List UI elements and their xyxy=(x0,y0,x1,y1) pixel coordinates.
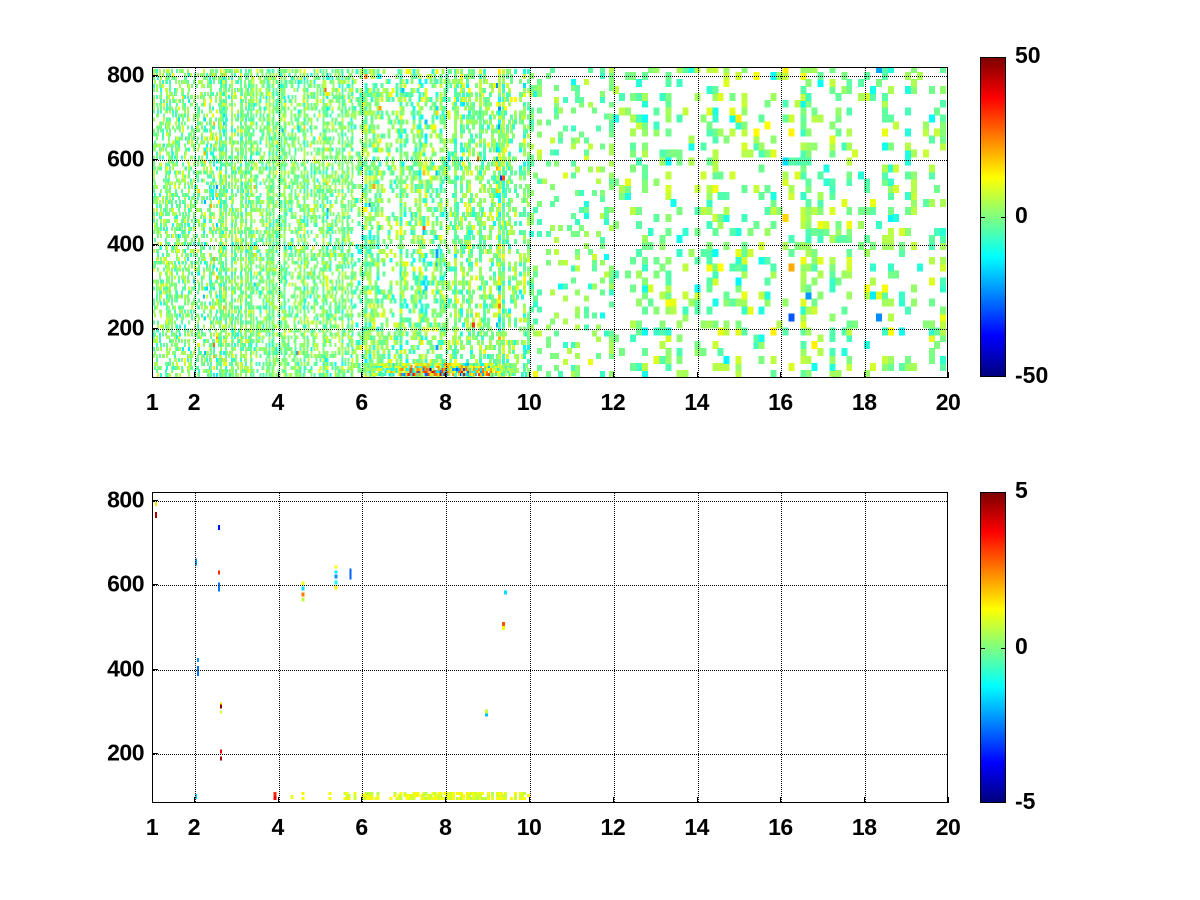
x-tick-mark xyxy=(152,372,153,378)
colorbar-tick-label: -50 xyxy=(1015,362,1049,388)
x-tick-mark xyxy=(780,372,782,378)
y-tick-label: 400 xyxy=(107,655,144,681)
x-tick-mark xyxy=(445,372,447,378)
x-tick-label: 12 xyxy=(600,814,626,840)
lower-spectrogram-axes xyxy=(152,492,948,803)
x-tick-mark xyxy=(864,372,866,378)
x-tick-mark xyxy=(948,797,949,803)
colorbar-tick-mark xyxy=(1001,647,1006,649)
x-tick-label: 18 xyxy=(851,814,877,840)
x-tick-label: 12 xyxy=(600,389,626,415)
colorbar-tick-label: 50 xyxy=(1015,42,1041,68)
colorbar-tick-label: -5 xyxy=(1015,788,1036,814)
x-tick-mark xyxy=(361,372,363,378)
x-tick-label: 14 xyxy=(684,389,709,415)
x-tick-mark xyxy=(780,797,782,803)
y-tick-mark xyxy=(152,75,158,77)
upper-heatmap-canvas xyxy=(153,68,947,377)
colorbar-tick-label: 0 xyxy=(1015,632,1028,659)
y-tick-label: 200 xyxy=(107,314,144,341)
x-tick-mark xyxy=(445,797,447,803)
colorbar-tick-mark xyxy=(1001,217,1006,218)
x-tick-mark xyxy=(193,797,195,803)
x-tick-label: 8 xyxy=(439,814,452,840)
x-tick-label: 8 xyxy=(439,389,452,415)
upper-spectrogram-axes xyxy=(152,67,948,378)
colorbar-tick-mark xyxy=(980,217,985,218)
x-tick-label: 2 xyxy=(187,389,201,415)
x-tick-mark xyxy=(277,372,279,378)
y-tick-mark xyxy=(152,243,158,245)
x-tick-mark xyxy=(193,372,195,378)
x-tick-mark xyxy=(864,797,866,803)
y-tick-mark xyxy=(152,668,158,670)
lower-heatmap-canvas xyxy=(153,493,947,802)
x-tick-label: 16 xyxy=(768,389,793,415)
y-tick-mark xyxy=(152,500,158,502)
x-tick-label: 10 xyxy=(516,814,542,840)
y-tick-label: 600 xyxy=(107,570,144,597)
x-tick-label: 20 xyxy=(935,389,961,415)
x-tick-mark xyxy=(696,372,698,378)
colorbar-tick-label: 5 xyxy=(1015,477,1028,503)
y-tick-label: 600 xyxy=(107,145,144,172)
x-tick-mark xyxy=(277,797,279,803)
y-tick-label: 800 xyxy=(107,486,144,513)
x-tick-mark xyxy=(152,797,153,803)
x-tick-mark xyxy=(361,797,363,803)
y-tick-label: 400 xyxy=(107,230,144,256)
x-tick-label: 4 xyxy=(271,389,285,415)
x-tick-mark xyxy=(529,797,531,803)
x-tick-mark xyxy=(948,372,949,378)
colorbar-tick-mark xyxy=(980,647,985,649)
x-tick-label: 10 xyxy=(516,389,542,415)
x-tick-mark xyxy=(696,797,698,803)
y-tick-mark xyxy=(152,159,158,161)
x-tick-label: 4 xyxy=(271,814,285,840)
x-tick-mark xyxy=(612,372,614,378)
y-tick-label: 200 xyxy=(107,739,144,766)
x-tick-mark xyxy=(612,797,614,803)
y-tick-mark xyxy=(152,327,158,329)
y-tick-label: 800 xyxy=(107,61,144,88)
y-tick-mark xyxy=(152,752,158,754)
x-tick-label: 16 xyxy=(768,814,793,840)
x-tick-label: 1 xyxy=(145,389,159,415)
x-tick-label: 14 xyxy=(684,814,709,840)
x-tick-mark xyxy=(529,372,531,378)
colorbar-tick-label: 0 xyxy=(1015,202,1028,228)
x-tick-label: 1 xyxy=(145,814,159,840)
x-tick-label: 20 xyxy=(935,814,961,840)
x-tick-label: 6 xyxy=(355,814,368,840)
y-tick-mark xyxy=(152,584,158,586)
x-tick-label: 18 xyxy=(851,389,877,415)
x-tick-label: 6 xyxy=(355,389,368,415)
x-tick-label: 2 xyxy=(187,814,201,840)
